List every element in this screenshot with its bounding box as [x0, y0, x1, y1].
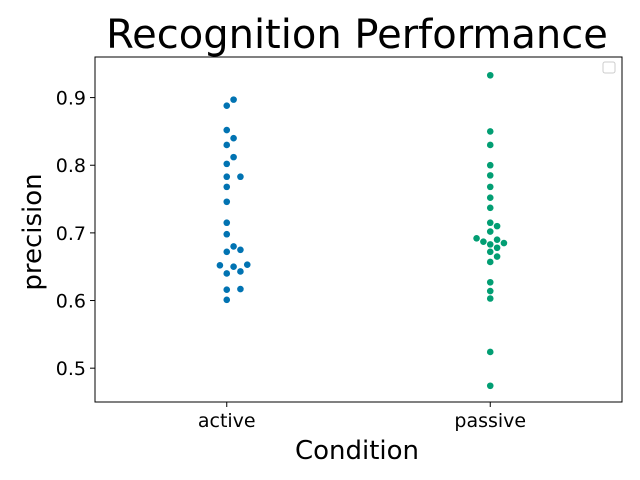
active-point [216, 262, 224, 269]
active-point [223, 248, 231, 256]
plot-area [94, 56, 623, 403]
passive-point [493, 244, 501, 252]
x-axis-label: Condition [295, 436, 419, 466]
active-point [230, 153, 237, 161]
passive-point [486, 194, 494, 202]
y-axis-label: precision [18, 173, 48, 290]
passive-point [486, 71, 494, 79]
active-point [223, 141, 231, 149]
active-point [223, 126, 231, 134]
passive-point [473, 234, 480, 242]
passive-point [480, 238, 487, 245]
passive-point [486, 128, 494, 135]
active-point [223, 296, 231, 304]
data-points [216, 71, 508, 390]
active-point [230, 263, 237, 271]
x-tick-label: passive [454, 410, 526, 432]
active-point [223, 270, 231, 277]
active-point [223, 160, 231, 168]
active-point [237, 246, 244, 254]
active-point [230, 96, 237, 103]
passive-point [486, 348, 494, 356]
passive-point [486, 295, 494, 302]
passive-point [486, 219, 494, 227]
y-tick-label: 0.5 [56, 358, 86, 380]
passive-point [493, 253, 501, 260]
active-point [237, 268, 244, 275]
passive-point [486, 183, 494, 191]
active-point [223, 230, 231, 238]
passive-point [486, 241, 494, 248]
passive-point [486, 161, 494, 169]
y-tick-label: 0.6 [56, 291, 86, 313]
active-point [237, 285, 244, 293]
y-axis: 0.5 0.6 0.7 0.8 0.9 [56, 88, 95, 380]
y-tick-label: 0.7 [56, 223, 86, 245]
passive-point [486, 287, 494, 295]
active-point [223, 219, 231, 227]
passive-point [493, 236, 501, 243]
x-axis: active passive [198, 402, 526, 432]
active-point [223, 173, 231, 181]
passive-point [486, 228, 494, 235]
active-point [230, 134, 237, 142]
passive-point [486, 278, 494, 286]
passive-point [493, 222, 501, 230]
passive-point [486, 382, 494, 390]
passive-point [486, 141, 494, 149]
active-point [223, 198, 231, 206]
passive-point [486, 248, 494, 256]
active-point [243, 261, 251, 268]
y-tick-label: 0.8 [56, 155, 86, 177]
active-point [237, 173, 244, 181]
active-point [223, 183, 231, 191]
passive-point [486, 204, 494, 212]
active-point [223, 286, 231, 294]
legend-box [602, 61, 616, 74]
active-point [223, 102, 231, 110]
passive-point [486, 172, 494, 179]
passive-point [486, 258, 494, 266]
y-tick-label: 0.9 [56, 88, 86, 110]
chart-title: Recognition Performance [106, 12, 608, 58]
x-tick-label: active [198, 410, 256, 432]
active-point [230, 243, 237, 250]
passive-point [500, 239, 508, 247]
